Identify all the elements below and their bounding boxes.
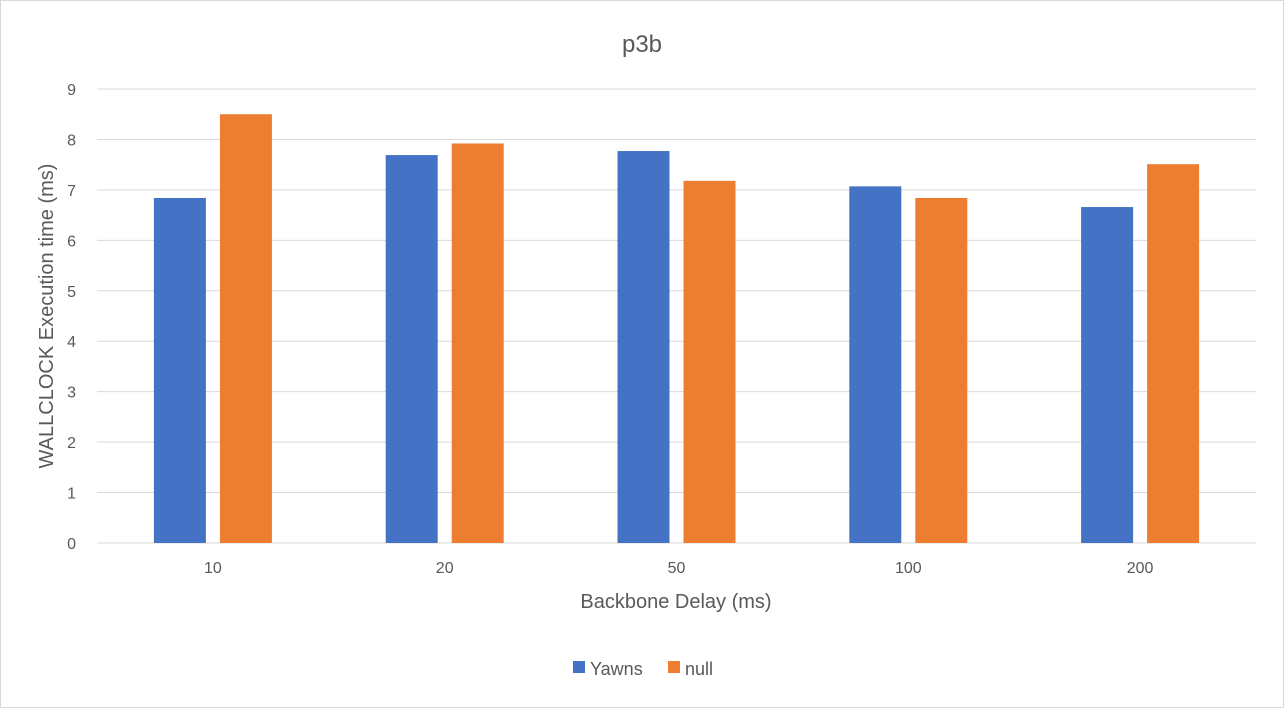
x-tick-label: 50 [668,560,686,577]
x-tick-label: 20 [436,560,454,577]
x-tick-labels: 10 20 50 100 200 [204,560,1154,577]
y-tick-label: 0 [67,536,76,553]
y-tick-label: 8 [67,132,76,149]
y-tick-label: 9 [67,82,76,99]
bar-null-50 [683,180,736,543]
legend: Yawns null [573,659,713,679]
x-tick-label: 100 [895,560,922,577]
x-axis-label: Backbone Delay (ms) [580,591,771,613]
bar-null-10 [219,114,272,543]
bars [153,114,1200,544]
bar-yawns-50 [617,151,670,543]
legend-swatch-yawns [573,661,585,673]
y-tick-label: 3 [67,385,76,402]
legend-label-yawns: Yawns [590,659,643,679]
legend-label-null: null [685,659,713,679]
gridlines [97,88,1256,544]
x-tick-label: 200 [1127,560,1154,577]
y-tick-label: 2 [67,435,76,452]
chart-title: p3b [622,31,662,58]
bar-yawns-100 [849,186,902,543]
y-tick-labels: 0 1 2 3 4 5 6 7 8 9 [67,82,76,553]
y-tick-label: 1 [67,486,76,503]
legend-swatch-null [668,661,680,673]
y-tick-label: 6 [67,233,76,250]
bar-null-20 [451,143,504,544]
y-axis-label: WALLCLOCK Execution time (ms) [36,164,58,469]
bar-yawns-200 [1081,207,1134,544]
x-tick-label: 10 [204,560,222,577]
bar-null-200 [1147,164,1200,543]
bar-null-100 [915,197,968,543]
y-tick-label: 4 [67,334,76,351]
y-tick-label: 5 [67,284,76,301]
y-tick-label: 7 [67,183,76,200]
bar-yawns-20 [385,155,438,544]
bar-yawns-10 [153,197,206,543]
